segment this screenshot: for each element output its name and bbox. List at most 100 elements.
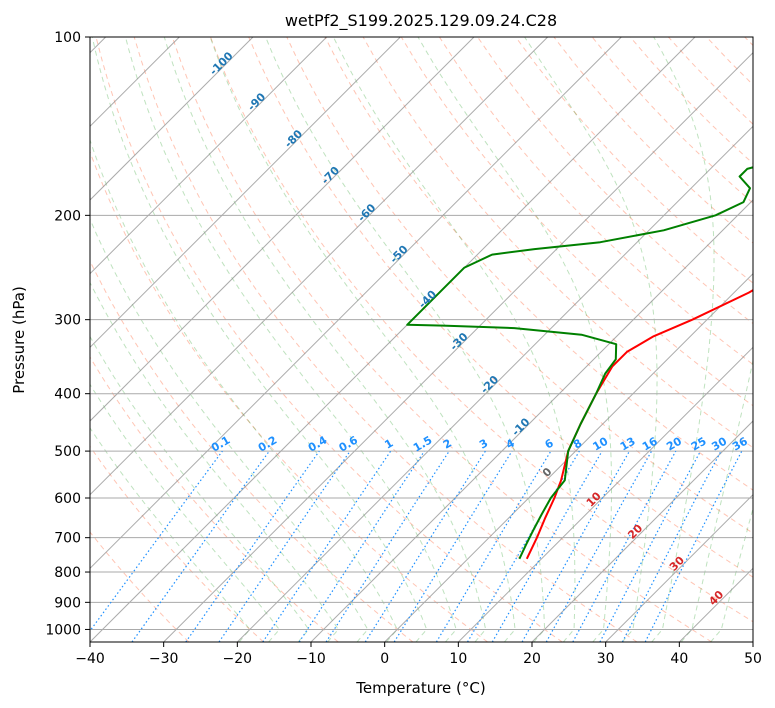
moist-adiabat <box>90 383 281 642</box>
isotherm <box>90 37 475 422</box>
y-tick-label: 800 <box>54 565 81 581</box>
mixing-ratio-line <box>545 450 653 642</box>
moist-adiabat-label: 40 <box>706 588 726 608</box>
isotherm-label: -30 <box>447 330 470 353</box>
y-tick-label: 1000 <box>45 622 81 638</box>
y-tick-label: 500 <box>54 444 81 460</box>
dry-adiabat <box>400 37 753 407</box>
y-tick-label: 600 <box>54 491 81 507</box>
mixing-ratio-line <box>435 450 552 642</box>
y-tick-label: 700 <box>54 531 81 547</box>
isotherm-label: -70 <box>319 164 342 187</box>
y-axis-ticks: 100 200 300 400 500 600 700 800 900 1000 <box>45 30 90 638</box>
y-tick-label: 900 <box>54 595 81 611</box>
dry-adiabat <box>90 150 488 642</box>
plot-frame <box>89 36 754 643</box>
moist-adiabat <box>332 37 576 642</box>
x-tick-label: −40 <box>75 651 105 667</box>
isotherm <box>384 272 753 642</box>
mixing-ratio-line <box>90 450 223 632</box>
isotherm <box>752 641 753 642</box>
isotherm <box>531 420 753 642</box>
moist-adiabat <box>125 37 457 642</box>
x-tick-label: 50 <box>744 651 762 667</box>
dry-adiabat <box>744 37 753 47</box>
temperature-profile-line <box>525 289 753 560</box>
moist-adiabat <box>651 37 715 642</box>
dry-adiabat <box>706 37 753 86</box>
plot-data-lines <box>406 166 753 560</box>
moist-adiabat <box>91 37 428 642</box>
mixing-ratio-line <box>393 450 513 642</box>
moist-adiabat <box>90 281 339 642</box>
mixing-ratio-label: 4 <box>504 436 517 451</box>
moist-adiabat <box>90 335 310 642</box>
isotherm <box>90 37 622 570</box>
dry-adiabat <box>90 356 339 642</box>
x-tick-label: 10 <box>449 651 467 667</box>
isotherm <box>678 567 753 642</box>
dry-adiabat <box>553 37 753 244</box>
x-tick-label: −20 <box>223 651 253 667</box>
moist-adiabat <box>209 37 516 642</box>
isotherm-label: -10 <box>509 415 532 438</box>
x-tick-label: −30 <box>149 651 179 667</box>
y-axis-title: Pressure (hPa) <box>10 286 28 394</box>
isotherm-label: -40 <box>416 288 439 311</box>
isotherm-label: -20 <box>478 373 501 396</box>
mixing-ratio-line <box>644 450 743 642</box>
mixing-ratio-label: 3 <box>477 437 490 452</box>
moist-adiabat <box>90 217 369 642</box>
x-tick-label: 40 <box>670 651 688 667</box>
isotherm-label: -100 <box>207 49 236 78</box>
mixing-ratio-line <box>364 450 486 642</box>
moist-adiabat <box>90 138 398 642</box>
moist-adiabat <box>710 506 753 642</box>
isotherm <box>90 37 254 201</box>
y-tick-label: 300 <box>54 313 81 329</box>
moist-adiabat-label: 10 <box>584 489 604 509</box>
moist-adiabat <box>524 37 658 642</box>
dry-adiabat <box>90 531 190 642</box>
plot-annotations: 0.1 0.2 0.4 0.6 1 1.5 2 3 4 6 8 10 13 16 20 25 30 36-100-… <box>207 49 750 608</box>
moist-adiabat <box>265 37 546 642</box>
y-tick-label: 100 <box>54 30 81 46</box>
isotherm <box>236 125 753 642</box>
isotherm-label: -50 <box>387 242 410 265</box>
mixing-ratio-line <box>262 450 392 642</box>
mixing-ratio-line <box>325 450 450 642</box>
dry-adiabat <box>171 37 712 642</box>
x-tick-label: 0 <box>380 651 389 667</box>
dry-adiabat <box>515 37 753 284</box>
x-tick-label: 20 <box>523 651 541 667</box>
dry-adiabat <box>591 37 753 204</box>
chart-title: wetPf2_S199.2025.129.09.24.C28 <box>285 11 557 31</box>
isotherm-label: -80 <box>282 127 305 150</box>
isotherm <box>90 37 549 496</box>
mixing-ratio-line <box>521 450 631 642</box>
x-axis-ticks: −40 −30 −20 −10 0 10 20 30 40 50 <box>75 642 762 667</box>
moist-adiabat-label: 0 <box>540 465 555 480</box>
x-tick-label: −10 <box>296 651 326 667</box>
isotherm <box>457 346 753 642</box>
y-tick-label: 400 <box>54 387 81 403</box>
moist-adiabat-label: 30 <box>667 553 687 573</box>
isotherm-label: -90 <box>245 90 268 113</box>
dry-adiabat <box>90 445 264 642</box>
dry-adiabat <box>95 37 563 642</box>
dry-adiabat <box>248 37 753 578</box>
mixing-ratio-label: 6 <box>543 436 556 451</box>
isotherm <box>90 37 328 275</box>
moist-adiabat <box>417 37 612 642</box>
isotherm <box>163 51 753 642</box>
dry-adiabat <box>668 37 753 125</box>
dry-adiabat <box>438 37 753 366</box>
y-tick-label: 200 <box>54 208 81 224</box>
dry-adiabat <box>90 259 414 642</box>
x-axis-title: Temperature (°C) <box>355 679 485 697</box>
moist-adiabat <box>163 37 487 642</box>
mixing-ratio-line <box>572 450 677 642</box>
mixing-ratio-line <box>621 450 722 642</box>
moist-adiabat <box>680 358 753 642</box>
